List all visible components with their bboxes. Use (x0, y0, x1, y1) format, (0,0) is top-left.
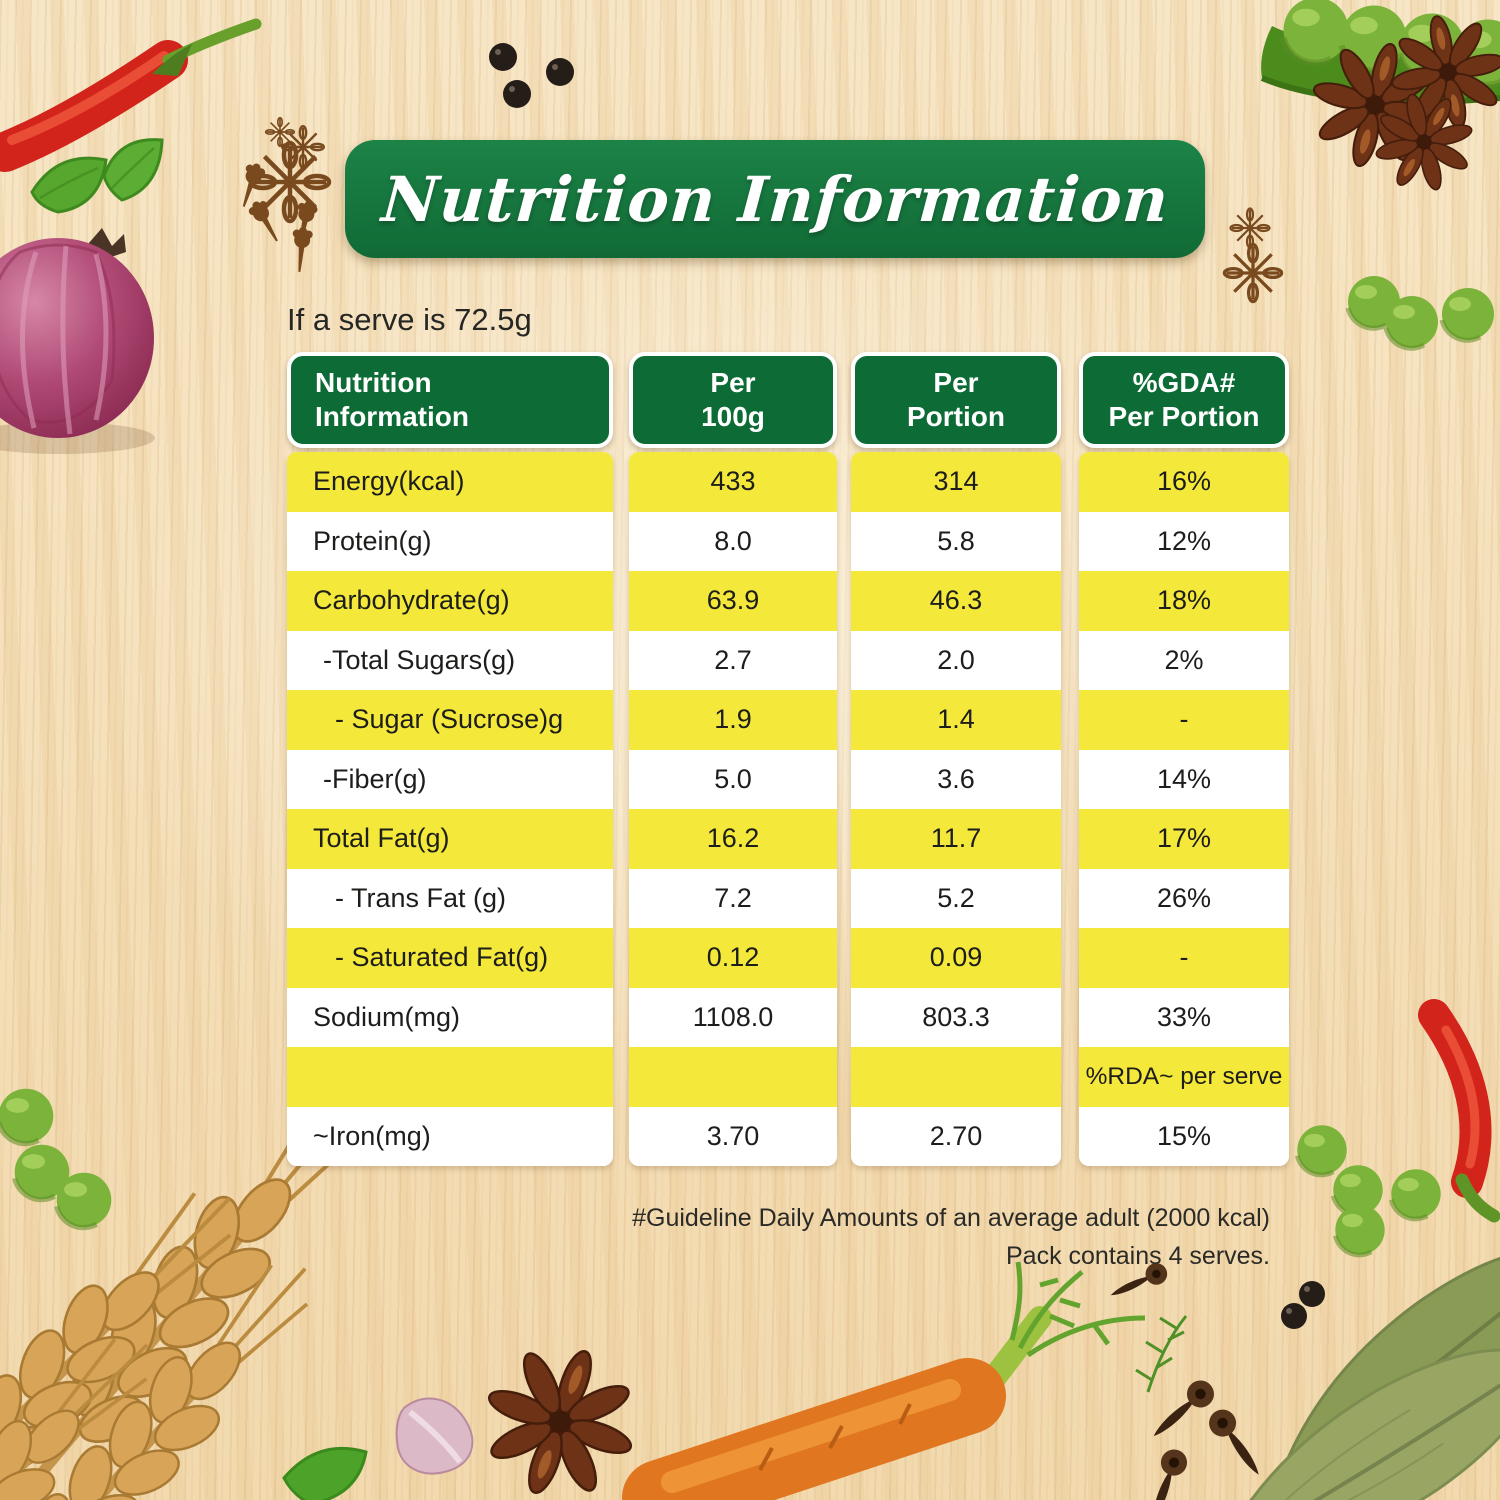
footnote-pack-serves: Pack contains 4 serves. (1005, 1241, 1270, 1270)
column-header-per-100g: Per 100g (629, 352, 837, 448)
nutrient-row-label: - Trans Fat (g) (287, 868, 613, 928)
nutrient-labels-column: Energy(kcal) Protein(g) Carbohydrate(g) -To… (287, 452, 613, 1166)
title-banner: Nutrition Information (345, 140, 1205, 258)
page-title: Nutrition Information (378, 162, 1172, 236)
column-header-per-portion: Per Portion (851, 352, 1061, 448)
per-portion-column: 314 5.8 46.3 2.0 1.4 3.6 11.7 5.2 0.09 803.3 2.70 (851, 452, 1061, 1166)
nutrient-row-value: 2% (1079, 630, 1289, 690)
nutrient-row-value: 5.2 (851, 868, 1061, 928)
nutrient-row-value: 314 (851, 452, 1061, 512)
nutrient-row-value: 12% (1079, 511, 1289, 571)
nutrient-row-value: 17% (1079, 809, 1289, 869)
footnotes: #Guideline Daily Amounts of an average a… (510, 1200, 1270, 1275)
nutrient-row-value: %RDA~ per serve (1079, 1047, 1289, 1107)
nutrient-row-value: 803.3 (851, 987, 1061, 1047)
nutrient-row-value: 433 (629, 452, 837, 512)
nutrient-row-value: 1108.0 (629, 987, 837, 1047)
nutrient-row-label: -Fiber(g) (287, 749, 613, 809)
nutrient-row-value: 33% (1079, 987, 1289, 1047)
nutrient-row-value: 5.0 (629, 749, 837, 809)
nutrient-row-value: 8.0 (629, 511, 837, 571)
nutrient-row-value (851, 1047, 1061, 1107)
nutrient-row-value: 7.2 (629, 868, 837, 928)
nutrient-row-value: 3.6 (851, 749, 1061, 809)
nutrient-row-label: Protein(g) (287, 511, 613, 571)
nutrient-row-value: 5.8 (851, 511, 1061, 571)
nutrient-row-label: Energy(kcal) (287, 452, 613, 512)
nutrient-row-label: ~Iron(mg) (287, 1106, 613, 1166)
nutrient-row-label (287, 1047, 613, 1107)
nutrient-row-value: 0.09 (851, 928, 1061, 988)
nutrient-row-value: 2.70 (851, 1106, 1061, 1166)
nutrient-row-value: 16.2 (629, 809, 837, 869)
nutrient-row-value: 18% (1079, 571, 1289, 631)
nutrient-row-value: 1.4 (851, 690, 1061, 750)
nutrient-row-value: 0.12 (629, 928, 837, 988)
nutrient-row-value: 14% (1079, 749, 1289, 809)
serve-size-note: If a serve is 72.5g (287, 302, 532, 337)
nutrient-row-label: Total Fat(g) (287, 809, 613, 869)
nutrient-row-label: Sodium(mg) (287, 987, 613, 1047)
nutrient-row-value: 1.9 (629, 690, 837, 750)
per-100g-column: 433 8.0 63.9 2.7 1.9 5.0 16.2 7.2 0.12 1108.0 3.70 (629, 452, 837, 1166)
nutrient-row-label: Carbohydrate(g) (287, 571, 613, 631)
nutrient-row-value: 63.9 (629, 571, 837, 631)
gda-per-portion-column: 16% 12% 18% 2% -14% 17% 26% -33% %RDA~ per serve… (1079, 452, 1289, 1166)
nutrient-row-value: 2.0 (851, 630, 1061, 690)
column-header-gda-per-portion: %GDA# Per Portion (1079, 352, 1289, 448)
nutrient-row-value: 15% (1079, 1106, 1289, 1166)
nutrient-row-value: 2.7 (629, 630, 837, 690)
nutrient-row-value: 16% (1079, 452, 1289, 512)
column-header-nutrition-information: Nutrition Information (287, 352, 613, 448)
nutrient-row-label: - Saturated Fat(g) (287, 928, 613, 988)
nutrient-row-value: 26% (1079, 868, 1289, 928)
footnote-gda-definition: #Guideline Daily Amounts of an average a… (632, 1204, 1270, 1232)
nutrient-row-value: 11.7 (851, 809, 1061, 869)
nutrient-row-value: 46.3 (851, 571, 1061, 631)
nutrient-row-value (629, 1047, 837, 1107)
nutrient-row-value: - (1079, 690, 1289, 750)
nutrient-row-value: - (1079, 928, 1289, 988)
nutrient-row-label: - Sugar (Sucrose)g (287, 690, 613, 750)
nutrient-row-value: 3.70 (629, 1106, 837, 1166)
nutrient-row-label: -Total Sugars(g) (287, 630, 613, 690)
